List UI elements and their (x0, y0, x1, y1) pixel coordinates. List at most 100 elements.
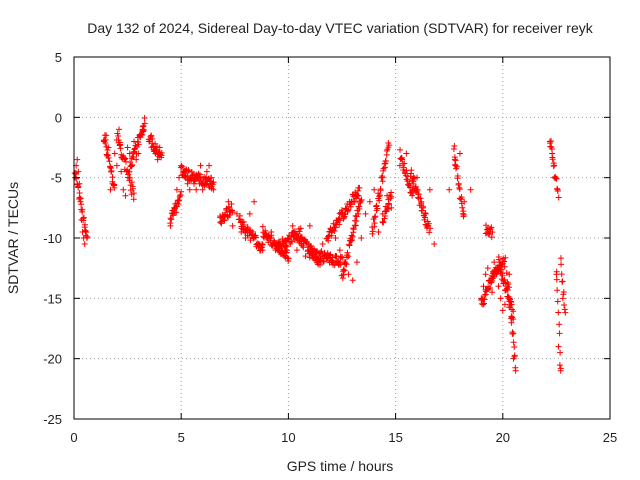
data-point (283, 243, 290, 250)
data-point (384, 204, 391, 211)
data-point (486, 285, 493, 292)
data-point (482, 271, 489, 278)
data-point (252, 234, 259, 241)
data-point (558, 261, 565, 268)
data-point (426, 229, 433, 236)
data-point (328, 258, 335, 265)
data-point (409, 192, 416, 199)
data-point (358, 235, 365, 241)
data-point (561, 301, 568, 308)
data-point (106, 158, 113, 165)
data-point (176, 174, 183, 181)
data-point (458, 200, 465, 207)
data-point (503, 270, 510, 277)
data-point (276, 247, 283, 254)
data-point (337, 217, 344, 224)
data-point (499, 307, 506, 314)
data-point (228, 201, 235, 208)
data-point (497, 263, 504, 270)
data-point (502, 254, 509, 261)
data-point (458, 194, 465, 201)
data-point (456, 150, 463, 157)
data-point (229, 222, 236, 229)
data-point (103, 143, 110, 150)
data-point (128, 179, 135, 186)
data-point (109, 174, 116, 181)
data-point (419, 207, 426, 214)
data-point (176, 197, 183, 204)
data-point (410, 174, 417, 181)
data-point (454, 173, 461, 180)
data-point (210, 179, 217, 186)
data-point (427, 225, 434, 232)
data-point (562, 309, 569, 316)
data-point (81, 241, 88, 248)
data-point (154, 156, 161, 163)
data-point (431, 241, 438, 248)
data-point (76, 194, 83, 201)
data-point (107, 186, 114, 193)
data-point (74, 156, 81, 163)
data-point (285, 234, 292, 241)
data-point (456, 186, 463, 193)
data-point (259, 223, 266, 230)
data-point (412, 183, 419, 190)
data-point (355, 192, 362, 199)
chart-title: Day 132 of 2024, Sidereal Day-to-day VTE… (87, 20, 593, 36)
data-point (556, 321, 563, 328)
data-point (340, 266, 347, 273)
data-point (555, 194, 562, 201)
data-point (377, 187, 384, 194)
data-point (379, 174, 386, 181)
data-point (505, 281, 512, 288)
data-point (384, 192, 391, 199)
x-axis-label: GPS time / hours (287, 458, 394, 474)
data-point (422, 210, 429, 217)
data-point (324, 255, 331, 262)
data-point (120, 186, 127, 193)
data-point (303, 238, 310, 245)
y-tick-label: -20 (43, 352, 62, 367)
data-point (203, 168, 210, 175)
data-point (401, 160, 408, 167)
data-point (289, 222, 296, 229)
data-point (78, 201, 85, 208)
data-point (357, 199, 364, 206)
data-point (495, 256, 502, 263)
data-point (554, 287, 561, 294)
data-point (325, 233, 332, 240)
y-tick-label: -25 (43, 412, 62, 427)
data-point (507, 296, 514, 303)
data-point (511, 352, 518, 359)
data-point (510, 339, 517, 346)
data-point (387, 195, 394, 202)
data-point (122, 155, 129, 162)
x-tick-label: 0 (70, 430, 77, 445)
data-point (371, 220, 378, 227)
data-point (138, 131, 145, 138)
data-point (408, 167, 415, 174)
data-point (467, 186, 474, 193)
data-point (332, 235, 339, 241)
data-point (77, 195, 84, 202)
data-point (356, 184, 363, 191)
data-point (302, 253, 309, 260)
data-point (491, 259, 498, 266)
data-point (351, 199, 358, 206)
data-point (362, 210, 369, 217)
data-point (330, 220, 337, 227)
data-point (499, 272, 506, 279)
data-point (557, 365, 564, 372)
data-point (410, 189, 417, 196)
data-point (346, 242, 353, 249)
data-point (108, 167, 115, 174)
data-point (343, 254, 350, 261)
data-point (510, 330, 517, 337)
data-point (399, 156, 406, 163)
data-point (460, 211, 467, 218)
data-point (343, 261, 350, 268)
data-point (366, 198, 373, 205)
data-point (550, 163, 557, 170)
data-point (135, 141, 142, 148)
